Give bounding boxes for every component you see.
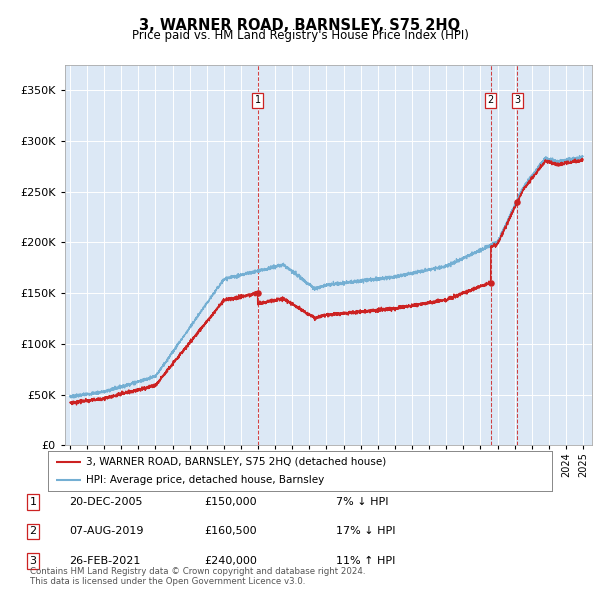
Text: 07-AUG-2019: 07-AUG-2019 bbox=[69, 526, 143, 536]
Text: 3: 3 bbox=[29, 556, 37, 566]
Text: 20-DEC-2005: 20-DEC-2005 bbox=[69, 497, 143, 507]
Text: 26-FEB-2021: 26-FEB-2021 bbox=[69, 556, 140, 566]
Text: 2: 2 bbox=[29, 526, 37, 536]
Text: £240,000: £240,000 bbox=[204, 556, 257, 566]
Point bbox=[512, 197, 522, 206]
Text: £160,500: £160,500 bbox=[204, 526, 257, 536]
Text: 17% ↓ HPI: 17% ↓ HPI bbox=[336, 526, 395, 536]
Point bbox=[486, 278, 496, 287]
Text: £150,000: £150,000 bbox=[204, 497, 257, 507]
Text: 1: 1 bbox=[29, 497, 37, 507]
Text: 11% ↑ HPI: 11% ↑ HPI bbox=[336, 556, 395, 566]
Text: Price paid vs. HM Land Registry's House Price Index (HPI): Price paid vs. HM Land Registry's House … bbox=[131, 30, 469, 42]
Text: Contains HM Land Registry data © Crown copyright and database right 2024.
This d: Contains HM Land Registry data © Crown c… bbox=[30, 567, 365, 586]
Text: 3, WARNER ROAD, BARNSLEY, S75 2HQ: 3, WARNER ROAD, BARNSLEY, S75 2HQ bbox=[139, 18, 461, 32]
Text: 3, WARNER ROAD, BARNSLEY, S75 2HQ (detached house): 3, WARNER ROAD, BARNSLEY, S75 2HQ (detac… bbox=[86, 457, 386, 467]
Text: 3: 3 bbox=[514, 96, 520, 106]
Point bbox=[253, 289, 262, 298]
Text: HPI: Average price, detached house, Barnsley: HPI: Average price, detached house, Barn… bbox=[86, 475, 324, 485]
Text: 2: 2 bbox=[488, 96, 494, 106]
Text: 7% ↓ HPI: 7% ↓ HPI bbox=[336, 497, 389, 507]
Text: 1: 1 bbox=[254, 96, 260, 106]
